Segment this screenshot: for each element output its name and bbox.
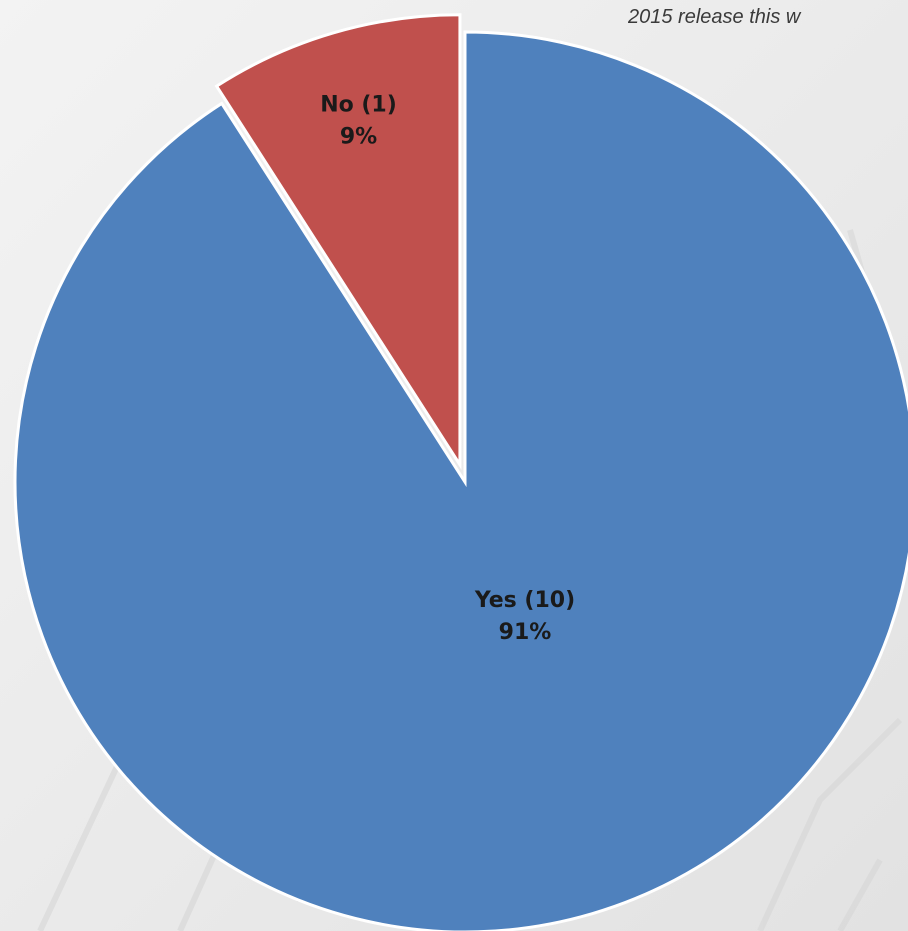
pie-slice-yes xyxy=(13,30,908,931)
slice-label-yes-percent: 91% xyxy=(499,620,552,645)
caption-text: 2015 release this w xyxy=(628,6,801,28)
pie-chart xyxy=(13,13,908,931)
slice-labels: Yes (10) 91% No (1) 9% xyxy=(320,92,575,645)
slice-label-no-count: No (1) xyxy=(320,92,397,117)
slice-label-yes-count: Yes (10) xyxy=(474,588,575,613)
pie-slice-no xyxy=(214,13,462,470)
slice-label-no-percent: 9% xyxy=(340,124,377,149)
